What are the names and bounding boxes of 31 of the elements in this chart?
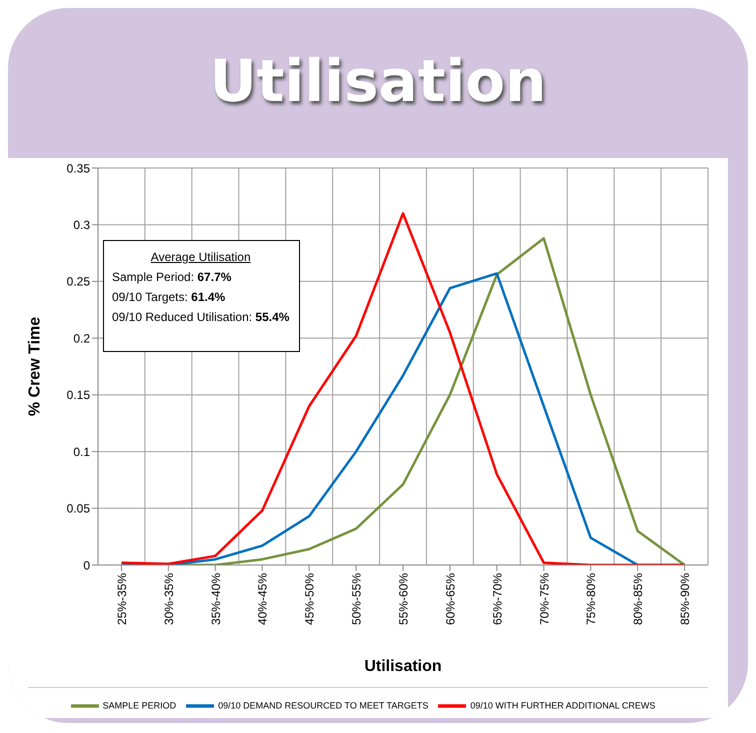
y-tick-label: 0.1 [73,444,90,459]
x-tick-label: 30%-35% [162,572,176,626]
legend-label: 09/10 WITH FURTHER ADDITIONAL CREWS [470,700,656,710]
chart-title: Utilisation [208,46,548,116]
x-tick-label: 50%-55% [350,572,364,626]
y-tick-label: 0.35 [66,161,90,176]
x-tick-label: 80%-85% [631,572,646,626]
x-tick-label: 65%-70% [490,572,504,626]
annotation: Average Utilisation [150,249,252,266]
y-axis-title: % Crew Time [26,316,44,416]
y-tick-label: 0.2 [73,331,90,346]
legend-label: 09/10 DEMAND RESOURCED TO MEET TARGETS [218,700,428,710]
y-tick-label: 0.3 [73,218,90,232]
y-tick-label: 0 [83,558,90,572]
x-tick-label: 35%-40% [208,572,223,626]
y-tick-label: 0.25 [66,274,90,289]
legend-label: SAMPLE PERIOD [102,700,176,710]
x-tick-label: 45%-50% [302,572,317,626]
x-tick-label: 40%-45% [256,572,270,626]
x-axis-title: Utilisation [364,658,442,675]
x-tick-label: 60%-65% [443,572,458,626]
x-tick-label: 75%-80% [584,572,598,626]
annotation: Sample Period: 67.7% [112,269,232,286]
annotation: 09/10 Reduced Utilisation: 55.4% [112,309,290,326]
y-tick-label: 0.15 [66,388,90,402]
x-tick-label: 55%-60% [396,572,411,626]
annotation: 09/10 Targets: 61.4% [112,289,226,306]
x-tick-label: 85%-90% [678,572,692,626]
y-tick-label: 0.05 [66,502,90,516]
x-tick-label: 70%-75% [537,572,552,626]
x-tick-label: 25%-35% [114,572,129,626]
